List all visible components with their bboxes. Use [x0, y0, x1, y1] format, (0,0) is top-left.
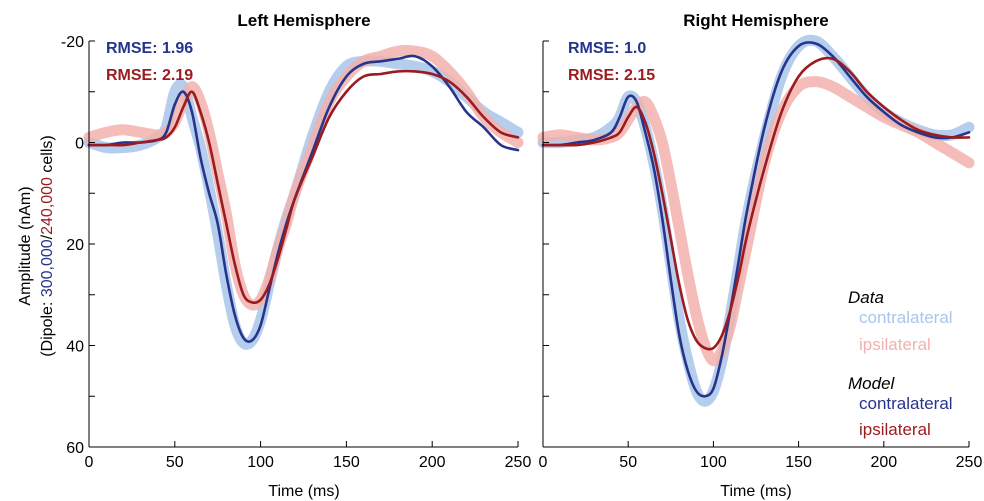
right-hemisphere-panel: Right Hemisphere 0 50 100 150 200 250 RMSE: 1…: [537, 11, 983, 500]
legend-model-ipsilateral: ipsilateral: [859, 420, 931, 439]
legend-data-contralateral: contralateral: [859, 308, 953, 327]
right-x-axis-label: Time (ms): [720, 483, 791, 500]
right-model-ipsilateral-line: [541, 56, 971, 351]
left-x-tick-label: 50: [166, 454, 184, 471]
right-rmse-contralateral: RMSE: 1.0: [568, 40, 646, 57]
left-x-tick-label: 0: [85, 454, 94, 471]
right-panel-title: Right Hemisphere: [683, 11, 828, 30]
left-y-tick-label: -20: [61, 34, 84, 51]
y-axis-label-line2: (Dipole: 300,000/240,000 cells): [39, 135, 56, 357]
right-x-tick-label: 50: [619, 454, 637, 471]
left-panel-title: Left Hemisphere: [237, 11, 370, 30]
left-rmse-ipsilateral: RMSE: 2.19: [106, 67, 193, 84]
y-label-suffix: cells): [39, 135, 56, 177]
right-axes: 0 50 100 150 200 250: [539, 40, 983, 471]
left-x-tick-label: 250: [505, 454, 532, 471]
y-label-prefix: (Dipole:: [39, 297, 56, 357]
left-x-tick-label: 200: [419, 454, 446, 471]
right-x-tick-label: 250: [956, 454, 983, 471]
left-y-tick-label: 60: [66, 440, 84, 457]
left-y-tick-label: 0: [75, 136, 84, 153]
legend-model-title: Model: [848, 374, 896, 393]
left-y-tick-label: 40: [66, 339, 84, 356]
left-x-axis-label: Time (ms): [268, 483, 339, 500]
right-x-tick-label: 0: [539, 454, 548, 471]
left-model-contralateral-line: [87, 54, 520, 343]
y-label-ipsi-count: 240,000: [39, 177, 56, 235]
right-x-tick-label: 100: [700, 454, 727, 471]
left-rmse-contralateral: RMSE: 1.96: [106, 40, 193, 57]
legend-model-contralateral: contralateral: [859, 394, 953, 413]
right-x-tick-label: 200: [870, 454, 897, 471]
left-model-ipsilateral-line: [87, 69, 520, 305]
y-label-slash: /: [39, 234, 56, 239]
left-x-tick-label: 100: [247, 454, 274, 471]
left-data-contralateral-line: [83, 55, 524, 350]
legend-data-title: Data: [848, 288, 884, 307]
legend: Data contralateral ipsilateral Model con…: [848, 288, 953, 439]
left-y-tick-label: 20: [66, 237, 84, 254]
left-model-lines: [87, 54, 520, 343]
y-axis-label-line1: Amplitude (nAm): [17, 186, 34, 305]
right-model-contralateral-line: [541, 41, 971, 398]
right-rmse-ipsilateral: RMSE: 2.15: [568, 67, 655, 84]
legend-data-ipsilateral: ipsilateral: [859, 335, 931, 354]
right-x-tick-label: 150: [785, 454, 812, 471]
y-label-contra-count: 300,000: [39, 239, 56, 297]
left-x-tick-label: 150: [333, 454, 360, 471]
right-model-lines: [541, 41, 971, 398]
